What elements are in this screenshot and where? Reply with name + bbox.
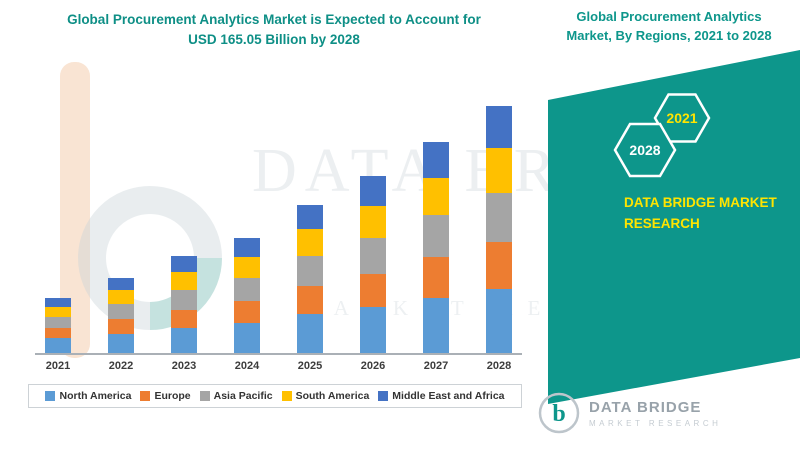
bar-2026	[360, 176, 386, 353]
bar-segment-2021-europe	[45, 327, 71, 338]
x-axis-label-2028: 2028	[486, 360, 512, 372]
x-axis-labels: 2021 2022 2023 2024 2025 2026 2027 2028	[35, 360, 522, 372]
brand-text-line1: DATA BRIDGE MARKET	[624, 195, 777, 210]
bar-segment-2022-europe	[108, 318, 134, 334]
bar-segment-2024-europe	[234, 300, 260, 323]
watermark-b-stem	[60, 62, 90, 358]
logo-b-glyph: b	[552, 401, 565, 427]
bar-segment-2027-south-america	[423, 177, 449, 215]
hexagon-2028	[613, 122, 677, 178]
legend-item-middle-east-and-africa: Middle East and Africa	[378, 390, 505, 402]
x-axis-label-2027: 2027	[423, 360, 449, 372]
bar-segment-2025-north-america	[297, 314, 323, 353]
bar-segment-2021-asia-pacific	[45, 317, 71, 328]
bar-segment-2023-europe	[171, 309, 197, 328]
bar-segment-2023-middle-east-and-africa	[171, 255, 197, 272]
legend-label-asia-pacific: Asia Pacific	[213, 390, 273, 402]
legend-item-south-america: South America	[281, 390, 370, 402]
bar-segment-2023-north-america	[171, 327, 197, 353]
bar-segment-2026-south-america	[360, 206, 386, 238]
bar-segment-2025-asia-pacific	[297, 255, 323, 286]
bar-segment-2026-europe	[360, 273, 386, 307]
bar-2024	[234, 237, 260, 353]
legend-swatch-asia-pacific	[199, 391, 210, 401]
x-axis-label-2025: 2025	[297, 360, 323, 372]
bar-2023	[171, 255, 197, 353]
bar-segment-2025-middle-east-and-africa	[297, 204, 323, 229]
bar-segment-2026-asia-pacific	[360, 237, 386, 274]
bar-segment-2027-europe	[423, 257, 449, 298]
bar-segment-2027-north-america	[423, 297, 449, 353]
x-axis-label-2026: 2026	[360, 360, 386, 372]
bar-segment-2026-middle-east-and-africa	[360, 176, 386, 206]
x-axis-label-2022: 2022	[108, 360, 134, 372]
bar-segment-2025-south-america	[297, 228, 323, 256]
chart-title-line1: Global Procurement Analytics Market is E…	[67, 12, 481, 27]
logo-name: DATA BRIDGE	[589, 398, 702, 416]
legend-swatch-south-america	[281, 391, 292, 401]
legend-item-europe: Europe	[140, 390, 191, 402]
bar-segment-2028-south-america	[486, 147, 512, 193]
bar-2028	[486, 105, 512, 353]
bar-2025	[297, 204, 323, 353]
bar-2021	[45, 297, 71, 353]
x-axis-label-2023: 2023	[171, 360, 197, 372]
bar-segment-2022-middle-east-and-africa	[108, 278, 134, 290]
right-heading-line2: Market, By Regions, 2021 to 2028	[566, 27, 772, 43]
bar-segment-2028-asia-pacific	[486, 192, 512, 242]
legend-item-north-america: North America	[45, 390, 131, 402]
bar-segment-2027-middle-east-and-africa	[423, 141, 449, 178]
bar-segment-2024-north-america	[234, 323, 260, 353]
legend-label-south-america: South America	[295, 390, 370, 402]
x-axis-label-2021: 2021	[45, 360, 71, 372]
teal-band	[548, 50, 800, 404]
bar-segment-2021-middle-east-and-africa	[45, 297, 71, 307]
stacked-bar-chart	[35, 92, 522, 355]
dbmr-logo-mark: b	[538, 392, 580, 434]
chart-legend: North America Europe Asia Pacific South Ame…	[28, 384, 522, 408]
legend-label-north-america: North America	[59, 390, 132, 402]
brand-text-line2: RESEARCH	[624, 215, 700, 231]
bar-segment-2023-south-america	[171, 272, 197, 290]
bar-segment-2022-south-america	[108, 290, 134, 304]
bar-segment-2022-north-america	[108, 333, 134, 353]
bar-segment-2024-asia-pacific	[234, 278, 260, 301]
bar-segment-2025-europe	[297, 285, 323, 314]
bar-segment-2022-asia-pacific	[108, 303, 134, 319]
right-heading-line1: Global Procurement Analytics	[576, 9, 762, 24]
chart-title-line2: USD 165.05 Billion by 2028	[188, 32, 360, 48]
x-axis-label-2024: 2024	[234, 360, 260, 372]
watermark-b-logo	[52, 58, 242, 375]
dbmr-logo: b DATA BRIDGE MARKET RESEARCH	[538, 392, 721, 434]
bar-segment-2027-asia-pacific	[423, 215, 449, 257]
bar-segment-2028-europe	[486, 242, 512, 289]
bar-2027	[423, 141, 449, 353]
bar-segment-2024-south-america	[234, 257, 260, 278]
chart-title: Global Procurement Analytics Market is E…	[28, 10, 520, 51]
bar-2022	[108, 278, 134, 353]
logo-texts: DATA BRIDGE MARKET RESEARCH	[589, 399, 721, 428]
bar-segment-2024-middle-east-and-africa	[234, 237, 260, 257]
hexagon-2021-label: 2021	[666, 110, 697, 126]
brand-text: DATA BRIDGE MARKET RESEARCH	[624, 193, 796, 235]
bar-segment-2023-asia-pacific	[171, 290, 197, 310]
bar-segment-2028-north-america	[486, 288, 512, 353]
bar-segment-2026-north-america	[360, 306, 386, 353]
legend-swatch-middle-east-and-africa	[378, 391, 389, 401]
hexagon-2028-label: 2028	[629, 142, 660, 158]
bar-segment-2021-north-america	[45, 338, 71, 353]
watermark-b-bowl	[78, 186, 222, 330]
legend-swatch-north-america	[45, 391, 56, 401]
bar-segment-2021-south-america	[45, 306, 71, 317]
legend-item-asia-pacific: Asia Pacific	[199, 390, 273, 402]
legend-swatch-europe	[140, 391, 151, 401]
legend-label-europe: Europe	[154, 390, 191, 402]
logo-tagline: MARKET RESEARCH	[589, 418, 722, 428]
logo-circle	[538, 392, 580, 434]
legend-label-middle-east-and-africa: Middle East and Africa	[392, 390, 505, 402]
bar-segment-2028-middle-east-and-africa	[486, 105, 512, 148]
right-panel-heading: Global Procurement Analytics Market, By …	[545, 8, 793, 46]
